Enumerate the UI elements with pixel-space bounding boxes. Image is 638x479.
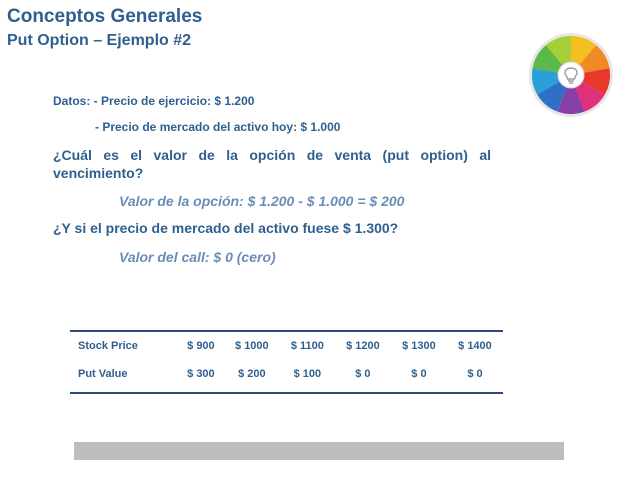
table-row-stock-price: Stock Price $ 900 $ 1000 $ 1100 $ 1200 $…	[70, 332, 503, 360]
data-market-price: - Precio de mercado del activo hoy: $ 1.…	[95, 120, 341, 134]
row-label: Stock Price	[78, 340, 138, 352]
answer-put-value: Valor de la opción: $ 1.200 - $ 1.000 = …	[119, 193, 405, 209]
table-cell: $ 1200	[346, 340, 380, 352]
slide-subtitle: Put Option – Ejemplo #2	[7, 32, 192, 49]
table-cell: $ 0	[355, 368, 371, 380]
question-put-value: ¿Cuál es el valor de la opción de venta …	[53, 146, 491, 182]
row-label: Put Value	[78, 368, 128, 380]
table-bottom-rule	[70, 392, 503, 394]
table-cell: $ 200	[238, 368, 266, 380]
table-cell: $ 0	[411, 368, 427, 380]
table-cell: $ 100	[293, 368, 322, 380]
payoff-table: Stock Price $ 900 $ 1000 $ 1100 $ 1200 $…	[70, 330, 503, 394]
question-put-value-line2: vencimiento?	[53, 165, 144, 181]
question-put-value-line1: ¿Cuál es el valor de la opción de venta …	[53, 147, 491, 163]
table-cell: $ 1000	[235, 340, 269, 352]
slide-title: Conceptos Generales	[7, 6, 203, 27]
footer-bar	[74, 442, 564, 460]
color-wheel-segment	[557, 75, 585, 114]
color-wheel-logo	[529, 33, 613, 117]
table-cell: $ 300	[187, 368, 215, 380]
answer-call-value: Valor del call: $ 0 (cero)	[119, 249, 276, 265]
table-cell: $ 900	[187, 340, 215, 352]
table-cell: $ 1300	[402, 340, 436, 352]
table-cell: $ 1100	[290, 340, 324, 352]
table-top-rule	[70, 330, 503, 332]
table-row-put-value: Put Value $ 300 $ 200 $ 100 $ 0 $ 0 $ 0	[70, 360, 503, 388]
data-exercise-price: Datos: - Precio de ejercicio: $ 1.200	[53, 94, 255, 108]
table-cell: $ 0	[467, 368, 483, 380]
table-cell: $ 1400	[458, 340, 492, 352]
question-market-1300: ¿Y si el precio de mercado del activo fu…	[53, 220, 399, 236]
lightbulb-icon	[564, 67, 578, 84]
